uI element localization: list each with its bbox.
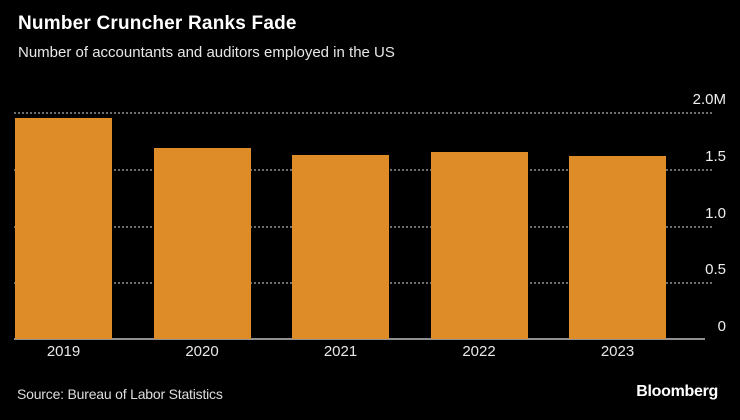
y-tick-label-0.5: 0.5 [705,261,726,279]
y-tick-label-2.0M: 2.0M [692,91,726,108]
y-tick-label-0: 0 [717,318,726,335]
bar-2019 [15,117,112,339]
bar-2023 [569,156,666,339]
gridline-2.0M [14,112,712,114]
y-tick-label-1.0: 1.0 [705,204,726,222]
bar-2021 [292,155,389,339]
chart-title: Number Cruncher Ranks Fade [18,13,297,34]
source-text: Source: Bureau of Labor Statistics [17,386,223,402]
x-tick-label-2021: 2021 [323,343,358,360]
bloomberg-logo: Bloomberg [636,383,718,400]
x-tick-label-2020: 2020 [185,343,219,360]
x-tick-label-2023: 2023 [600,343,635,360]
y-tick-label-1.5: 1.5 [705,147,726,165]
x-axis-line [14,338,706,340]
chart-subtitle: Number of accountants and auditors emplo… [18,44,395,61]
bar-2020 [153,148,251,339]
x-tick-label-2019: 2019 [46,343,81,360]
bar-2022 [430,151,528,339]
plot-area [14,112,712,340]
x-tick-label-2022: 2022 [462,343,496,360]
